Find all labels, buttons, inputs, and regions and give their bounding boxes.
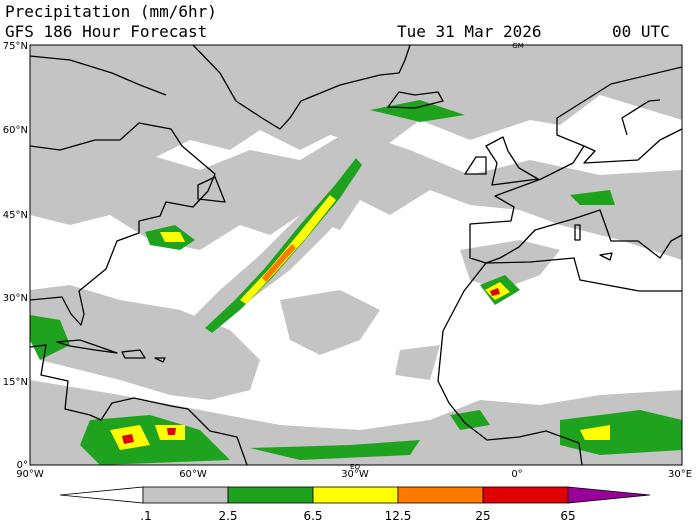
title: Precipitation (mm/6hr) <box>5 2 217 21</box>
colorbar-segment <box>482 486 569 504</box>
precip-green-cells <box>30 100 682 465</box>
colorbar-label: 25 <box>475 509 490 523</box>
annotation-eq: EQ <box>350 463 360 471</box>
lat-label: 30°N <box>3 293 28 304</box>
lat-label: 75°N <box>3 41 28 52</box>
map-frame <box>29 44 683 466</box>
lon-label: 30°E <box>668 469 692 480</box>
coast-central-south-america <box>30 344 248 465</box>
precip-arctic <box>30 45 682 170</box>
precip-front-orange <box>262 244 296 282</box>
colorbar-label: 65 <box>560 509 575 523</box>
coast-newfoundland <box>197 176 226 203</box>
precip-front-green <box>205 158 362 333</box>
forecast-date: Tue 31 Mar 2026 <box>397 22 542 41</box>
coast-arctic-canada <box>30 55 167 96</box>
colorbar-label: 6.5 <box>303 509 322 523</box>
lon-label: 60°W <box>179 469 207 480</box>
colorbar-segment <box>312 486 399 504</box>
coast-greenland <box>192 45 411 130</box>
colorbar-label: 2.5 <box>218 509 237 523</box>
precipitation <box>30 45 682 465</box>
map: 75°N 60°N 45°N 30°N 15°N 0° 90°W 60°W 30… <box>3 41 692 480</box>
precip-caribbean <box>30 285 260 400</box>
coast-iceland <box>387 91 444 109</box>
coast-ireland <box>464 156 487 175</box>
lon-label: 90°W <box>16 469 44 480</box>
lat-label: 45°N <box>3 210 28 221</box>
lat-label: 0° <box>17 460 28 471</box>
colorbar <box>59 486 651 504</box>
subtitle: GFS 186 Hour Forecast <box>5 22 207 41</box>
coastlines <box>30 45 682 465</box>
forecast-time: 00 UTC <box>612 22 670 41</box>
colorbar-segment <box>59 486 144 504</box>
lon-label: 0° <box>511 469 522 480</box>
coast-mediterranean-islands <box>574 224 613 261</box>
annotation-gm: GM <box>512 42 523 50</box>
colorbar-segment <box>227 486 314 504</box>
colorbar-label: .1 <box>140 509 151 523</box>
colorbar-segment <box>142 486 229 504</box>
coast-europe <box>469 66 682 264</box>
colorbar-segment <box>397 486 484 504</box>
colorbar-label: 12.5 <box>385 509 412 523</box>
coast-caribbean <box>56 339 166 363</box>
coast-north-america <box>30 122 216 326</box>
coast-africa <box>437 257 682 465</box>
colorbar-segment <box>567 486 651 504</box>
coast-britain <box>485 136 539 186</box>
precip-subtropics <box>280 240 560 380</box>
lat-label: 15°N <box>3 377 28 388</box>
lon-label: 30°W <box>341 469 369 480</box>
precip-yellow-cells <box>110 232 610 450</box>
lat-label: 60°N <box>3 125 28 136</box>
